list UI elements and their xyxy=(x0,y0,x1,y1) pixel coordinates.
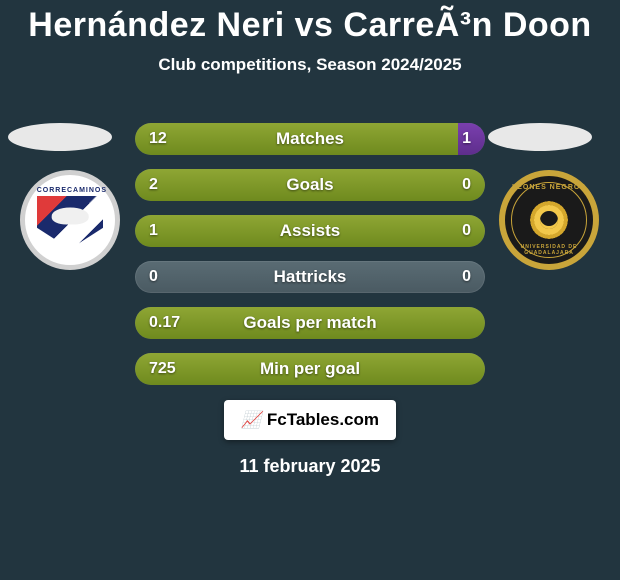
brand-text: FcTables.com xyxy=(267,410,379,430)
stat-row: 00Hattricks xyxy=(135,261,485,293)
crest-right-lion-icon xyxy=(530,201,568,239)
crest-right-top-text: LEONES NEGROS xyxy=(505,184,593,191)
stat-bars-container: 121Matches 20Goals 10Assists 00Hattricks 0.1… xyxy=(135,123,485,399)
team-crest-right: LEONES NEGROS UNIVERSIDAD DE GUADALAJARA xyxy=(499,170,599,270)
stat-row: 121Matches xyxy=(135,123,485,155)
stat-label: Hattricks xyxy=(135,261,485,293)
crest-left-inner: CORRECAMINOS xyxy=(37,187,104,254)
brand-logo-icon: 📈 xyxy=(241,410,261,430)
stat-row: 725Min per goal xyxy=(135,353,485,385)
stat-label: Matches xyxy=(135,123,485,155)
crest-right-bottom-text: UNIVERSIDAD DE GUADALAJARA xyxy=(505,244,593,256)
stat-row: 0.17Goals per match xyxy=(135,307,485,339)
brand-watermark: 📈 FcTables.com xyxy=(224,400,396,440)
stat-row: 10Assists xyxy=(135,215,485,247)
stat-label: Goals xyxy=(135,169,485,201)
crest-left-bird-icon xyxy=(52,207,89,224)
shadow-oval-right xyxy=(488,123,592,151)
comparison-title: Hernández Neri vs CarreÃ³n Doon xyxy=(0,0,620,45)
team-crest-left: CORRECAMINOS xyxy=(20,170,120,270)
comparison-subtitle: Club competitions, Season 2024/2025 xyxy=(0,55,620,75)
shadow-oval-left xyxy=(8,123,112,151)
infographic-date: 11 february 2025 xyxy=(0,456,620,477)
stat-label: Min per goal xyxy=(135,353,485,385)
stat-row: 20Goals xyxy=(135,169,485,201)
crest-left-shield-icon xyxy=(37,196,104,249)
crest-left-banner-text: CORRECAMINOS xyxy=(37,187,104,194)
stat-label: Assists xyxy=(135,215,485,247)
stat-label: Goals per match xyxy=(135,307,485,339)
